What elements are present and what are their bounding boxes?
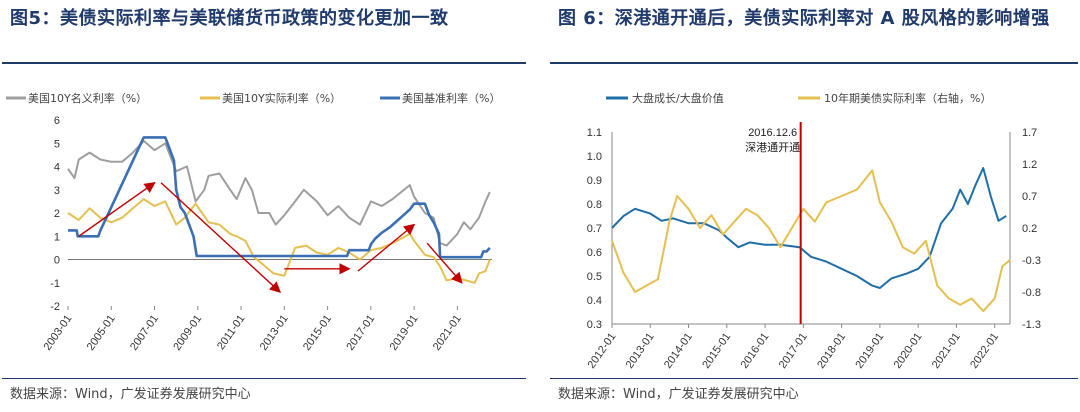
x-tick-label: 2022-01 (968, 331, 1001, 371)
trend-arrow-5 (426, 242, 463, 284)
y-left-tick-label: 1.1 (587, 127, 602, 139)
figure-6-label: 图 6 (558, 8, 597, 29)
y-tick-label: 4 (54, 162, 60, 174)
x-tick-label: 2018-01 (815, 331, 848, 371)
figure-5-chart: 美国10Y名义利率（%） 美国10Y实际利率（%） 美国基准利率（%） -2 -1 0 1 2… (6, 91, 500, 353)
y-tick-label: 2 (54, 208, 60, 220)
x-tick-label: 2016-01 (739, 331, 772, 371)
x-tick-label: 2003-01 (41, 313, 74, 353)
y-left-tick-label: 0.7 (587, 223, 602, 235)
trend-arrow-1 (78, 181, 156, 237)
x-tick-label: 2017-01 (777, 331, 810, 371)
figure-6-bottom-rule (550, 378, 1078, 379)
y-right-tick-label: 0.7 (1022, 191, 1037, 203)
y-right-tick-label: -0.3 (1022, 255, 1041, 267)
series-line-2 (67, 198, 491, 284)
figure-6-title: 图 6：深港通开通后，美债实际利率对 A 股风格的影响增强 (558, 8, 1050, 29)
x-tick-label: 2015-01 (700, 331, 733, 371)
legend-label-1: 美国10Y名义利率（%） (28, 91, 147, 105)
figure-6-panel: 图 6：深港通开通后，美债实际利率对 A 股风格的影响增强 大盘成长/大盘价值 1… (548, 0, 1080, 412)
figure-6-chart: 大盘成长/大盘价值 10年期美债实际利率（右轴，%） 0.3 0.4 0.5 0.6 0.7… (585, 91, 1041, 371)
y-right-tick-label: 1.7 (1022, 127, 1037, 139)
trend-arrow-4 (357, 223, 416, 272)
y-right-tick-label: -1.3 (1022, 319, 1041, 331)
figure-5-title: 图5：美债实际利率与美联储货币政策的变化更加一致 (10, 8, 449, 29)
y-right-tick-label: -0.8 (1022, 287, 1041, 299)
x-tick-label: 2005-01 (85, 313, 118, 353)
y-left-tick-label: 0.8 (587, 199, 602, 211)
figure-5-label: 图5 (10, 8, 42, 29)
x-tick-label: 2020-01 (892, 331, 925, 371)
figure-5-top-rule (2, 62, 526, 64)
figure-5-title-text: 美债实际利率与美联储货币政策的变化更加一致 (60, 8, 449, 29)
y-left-tick-label: 1.0 (587, 151, 602, 163)
y-tick-label: 5 (54, 138, 60, 150)
y-left-tick-label: 0.3 (587, 319, 602, 331)
y-right-tick-label: 0.2 (1022, 223, 1037, 235)
x-tick-label: 2021-01 (431, 313, 464, 353)
y-tick-label: 0 (54, 255, 60, 267)
y-tick-label: -1 (50, 278, 60, 290)
series-line-1 (67, 139, 491, 247)
y-left-tick-label: 0.6 (587, 247, 602, 259)
figure-5-panel: 图5：美债实际利率与美联储货币政策的变化更加一致 美国10Y名义利率（%） 美国1… (0, 0, 528, 412)
figure-6-source: 数据来源：Wind，广发证券发展研究中心 (558, 387, 799, 402)
figure-6-top-rule (550, 62, 1078, 64)
trend-arrow-2 (160, 182, 282, 293)
x-tick-label: 2017-01 (344, 313, 377, 353)
figure-6-title-text: 深港通开通后，美债实际利率对 A 股风格的影响增强 (614, 8, 1050, 29)
legend-label-2: 10年期美债实际利率（右轴，%） (824, 91, 991, 105)
x-tick-label: 2009-01 (171, 313, 204, 353)
y-left-tick-label: 0.9 (587, 175, 602, 187)
x-tick-label: 2019-01 (853, 331, 886, 371)
x-tick-label: 2019-01 (388, 313, 421, 353)
figure-5-source: 数据来源：Wind，广发证券发展研究中心 (10, 387, 251, 402)
x-tick-label: 2021-01 (930, 331, 963, 371)
y-tick-label: 1 (54, 231, 60, 243)
y-tick-label: -2 (50, 301, 60, 313)
annotation-text: 深港通开通 (745, 141, 800, 154)
x-tick-label: 2013-01 (624, 331, 657, 371)
y-left-tick-label: 0.4 (587, 295, 602, 307)
y-tick-label: 6 (54, 115, 60, 127)
series-line-3 (68, 136, 491, 259)
x-tick-label: 2007-01 (128, 313, 161, 353)
legend-label-3: 美国基准利率（%） (402, 91, 500, 105)
series-line-1 (611, 167, 1007, 289)
x-tick-label: 2013-01 (258, 313, 291, 353)
x-tick-label: 2012-01 (585, 331, 618, 371)
legend-label-2: 美国10Y实际利率（%） (222, 91, 341, 105)
legend-label-1: 大盘成长/大盘价值 (632, 91, 724, 105)
y-tick-label: 3 (54, 185, 60, 197)
figure-5-bottom-rule (2, 378, 526, 379)
x-tick-label: 2011-01 (215, 313, 248, 352)
y-right-tick-label: 1.2 (1022, 159, 1037, 171)
x-tick-label: 2015-01 (301, 313, 334, 353)
y-left-tick-label: 0.5 (587, 271, 602, 283)
x-tick-label: 2014-01 (662, 331, 695, 371)
annotation-date: 2016.12.6 (748, 127, 797, 139)
series-line-2 (611, 169, 1011, 313)
